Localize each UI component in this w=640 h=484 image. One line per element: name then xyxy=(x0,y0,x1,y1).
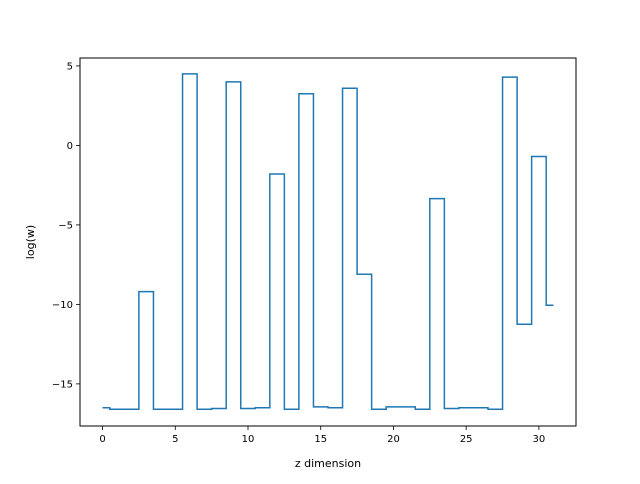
axes-frame xyxy=(79,57,577,427)
x-tick-label: 20 xyxy=(387,434,400,445)
x-tick-label: 0 xyxy=(99,434,105,445)
y-tick-label: 5 xyxy=(67,61,73,72)
y-axis-label: log(w) xyxy=(24,225,37,259)
x-tick-label: 5 xyxy=(172,434,178,445)
x-tick-label: 30 xyxy=(533,434,546,445)
y-tick-label: 0 xyxy=(67,141,73,152)
y-tick-label: −10 xyxy=(52,300,73,311)
plot-layer xyxy=(102,73,554,411)
x-axis-ticks: 0 5 10 15 20 25 30 xyxy=(99,426,545,445)
x-tick-label: 15 xyxy=(314,434,327,445)
y-axis-ticks: −15 −10 −5 0 5 xyxy=(52,61,80,390)
y-tick-label: −15 xyxy=(52,379,73,390)
x-tick-label: 10 xyxy=(242,434,255,445)
x-axis-label: z dimension xyxy=(295,457,361,470)
y-tick-label: −5 xyxy=(58,220,73,231)
x-tick-label: 25 xyxy=(460,434,473,445)
series-line xyxy=(102,73,554,411)
